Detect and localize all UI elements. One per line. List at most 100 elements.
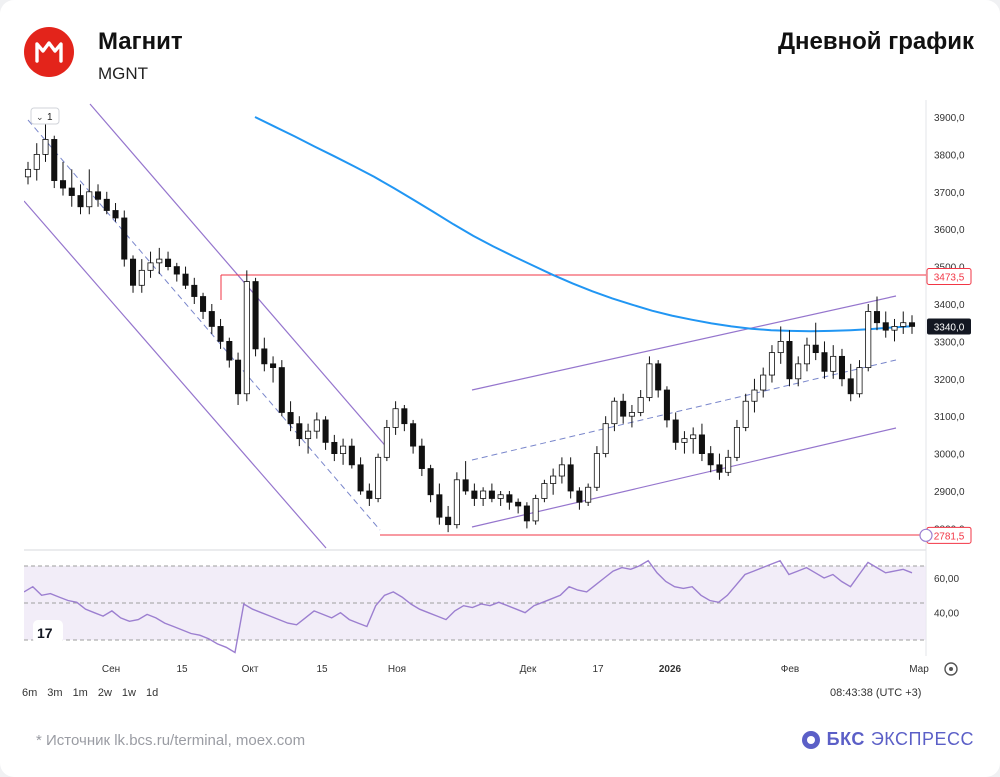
range-selector: 6m 3m 1m 2w 1w 1d: [22, 687, 158, 699]
price-tick-label: 3100,0: [934, 412, 965, 423]
candle-body: [550, 475, 557, 484]
candle: [278, 360, 285, 417]
candle-body: [865, 311, 872, 368]
candle: [646, 356, 653, 402]
price-tick-label: 3800,0: [934, 150, 965, 161]
candle-body: [33, 153, 40, 170]
candle-body: [147, 262, 154, 271]
candle: [497, 491, 504, 506]
candle-body: [226, 340, 233, 361]
candle-body: [68, 187, 75, 196]
candle: [182, 266, 189, 290]
candle-body: [471, 490, 478, 499]
candle-body: [51, 139, 58, 181]
candle: [270, 356, 277, 383]
candle-body: [760, 374, 767, 391]
candle-body: [103, 198, 110, 211]
candle: [191, 277, 198, 304]
candle: [768, 345, 775, 383]
candle-body: [768, 352, 775, 376]
up-channel-mid: [471, 359, 897, 461]
candle: [357, 457, 364, 495]
last-price-box: [927, 318, 971, 335]
candle: [453, 472, 460, 529]
candle: [567, 457, 574, 499]
drawings: [24, 103, 926, 549]
candle-body: [235, 359, 242, 395]
candle: [576, 487, 583, 510]
candle: [593, 446, 600, 491]
company-name: Магнит: [98, 28, 183, 55]
candle: [226, 337, 233, 368]
range-1d[interactable]: 1d: [145, 687, 159, 699]
series-toggle[interactable]: ⌄ 1: [30, 107, 60, 125]
candle-body: [278, 367, 285, 413]
candle-body: [882, 322, 889, 331]
price-chart[interactable]: 3900,03800,03700,03600,03500,03400,03300…: [0, 0, 1000, 700]
rsi-indicator: [24, 559, 913, 654]
alert-handle[interactable]: [919, 528, 933, 542]
candle-body: [707, 453, 714, 466]
candle: [847, 363, 854, 402]
price-tick-label: 3700,0: [934, 188, 965, 199]
candle-body: [637, 397, 644, 413]
last-price-label: 3340,0: [934, 322, 965, 333]
candle-body: [375, 456, 382, 499]
candle: [585, 483, 592, 506]
candle-body: [130, 258, 137, 286]
candle: [716, 453, 723, 480]
candle: [821, 341, 828, 379]
range-2w[interactable]: 2w: [97, 687, 112, 699]
candle-body: [873, 311, 881, 324]
candle: [803, 337, 810, 372]
candle: [462, 461, 469, 495]
level-tag-box: [926, 268, 972, 286]
candle-body: [891, 326, 898, 331]
candle-body: [532, 498, 539, 522]
level-tag: 2781,5: [926, 526, 972, 544]
candle: [103, 191, 110, 215]
candle-body: [305, 430, 312, 440]
series-toggle-box[interactable]: [30, 107, 60, 125]
candle-body: [59, 180, 67, 189]
candle-body: [628, 412, 635, 417]
candle: [550, 468, 557, 495]
candle: [698, 423, 705, 462]
candle: [287, 401, 294, 432]
settings-gear-icon[interactable]: [944, 662, 958, 676]
candle: [121, 210, 128, 267]
price-tick-label: 3000,0: [934, 450, 965, 461]
time-tick-label: 17: [592, 664, 604, 675]
range-1w[interactable]: 1w: [121, 687, 136, 699]
range-6m[interactable]: 6m: [22, 687, 38, 699]
time-tick-label: 2026: [659, 664, 682, 675]
candle: [786, 330, 793, 387]
range-1m[interactable]: 1m: [72, 687, 88, 699]
candle-body: [427, 468, 434, 496]
candle-body: [77, 195, 84, 208]
candle: [208, 304, 215, 334]
up-channel-upper: [471, 295, 897, 391]
candle: [200, 292, 207, 319]
candle-body: [94, 191, 102, 200]
candle-body: [847, 378, 854, 395]
candle: [471, 483, 478, 506]
candle-body: [462, 479, 469, 492]
range-3m[interactable]: 3m: [47, 687, 63, 699]
candle: [751, 378, 758, 413]
gear-icon[interactable]: [944, 662, 958, 676]
candle: [558, 457, 565, 484]
bcs-logo-icon: [801, 730, 820, 749]
candles: [24, 124, 916, 533]
candle-body: [322, 419, 329, 443]
candle-body: [243, 281, 250, 395]
candle: [313, 412, 320, 439]
candle: [655, 360, 662, 398]
candle: [620, 393, 627, 424]
level-tag-label: 3473,5: [934, 273, 965, 284]
down-channel-lower: [24, 200, 327, 549]
candle-body: [698, 434, 705, 454]
ma-line: [254, 116, 911, 333]
candle-body: [620, 400, 627, 417]
candle: [427, 464, 434, 503]
